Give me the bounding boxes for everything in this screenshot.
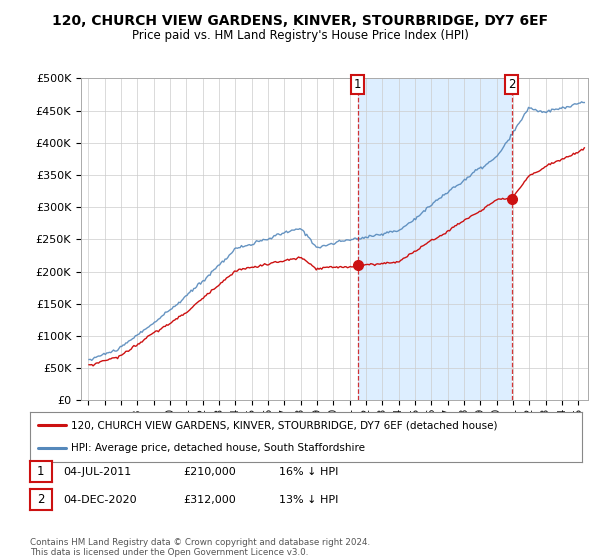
- Text: HPI: Average price, detached house, South Staffordshire: HPI: Average price, detached house, Sout…: [71, 444, 365, 454]
- Bar: [358, 78, 512, 400]
- Text: 2: 2: [508, 78, 515, 91]
- Text: £312,000: £312,000: [183, 494, 236, 505]
- Text: 120, CHURCH VIEW GARDENS, KINVER, STOURBRIDGE, DY7 6EF: 120, CHURCH VIEW GARDENS, KINVER, STOURB…: [52, 14, 548, 28]
- Text: 2: 2: [37, 493, 44, 506]
- Text: 1: 1: [354, 78, 362, 91]
- Text: 120, CHURCH VIEW GARDENS, KINVER, STOURBRIDGE, DY7 6EF (detached house): 120, CHURCH VIEW GARDENS, KINVER, STOURB…: [71, 420, 498, 430]
- Text: Contains HM Land Registry data © Crown copyright and database right 2024.
This d: Contains HM Land Registry data © Crown c…: [30, 538, 370, 557]
- Text: 13% ↓ HPI: 13% ↓ HPI: [279, 494, 338, 505]
- Text: 04-DEC-2020: 04-DEC-2020: [63, 494, 137, 505]
- Text: Price paid vs. HM Land Registry's House Price Index (HPI): Price paid vs. HM Land Registry's House …: [131, 29, 469, 42]
- Text: 04-JUL-2011: 04-JUL-2011: [63, 466, 131, 477]
- Text: £210,000: £210,000: [183, 466, 236, 477]
- Text: 16% ↓ HPI: 16% ↓ HPI: [279, 466, 338, 477]
- Text: 1: 1: [37, 465, 44, 478]
